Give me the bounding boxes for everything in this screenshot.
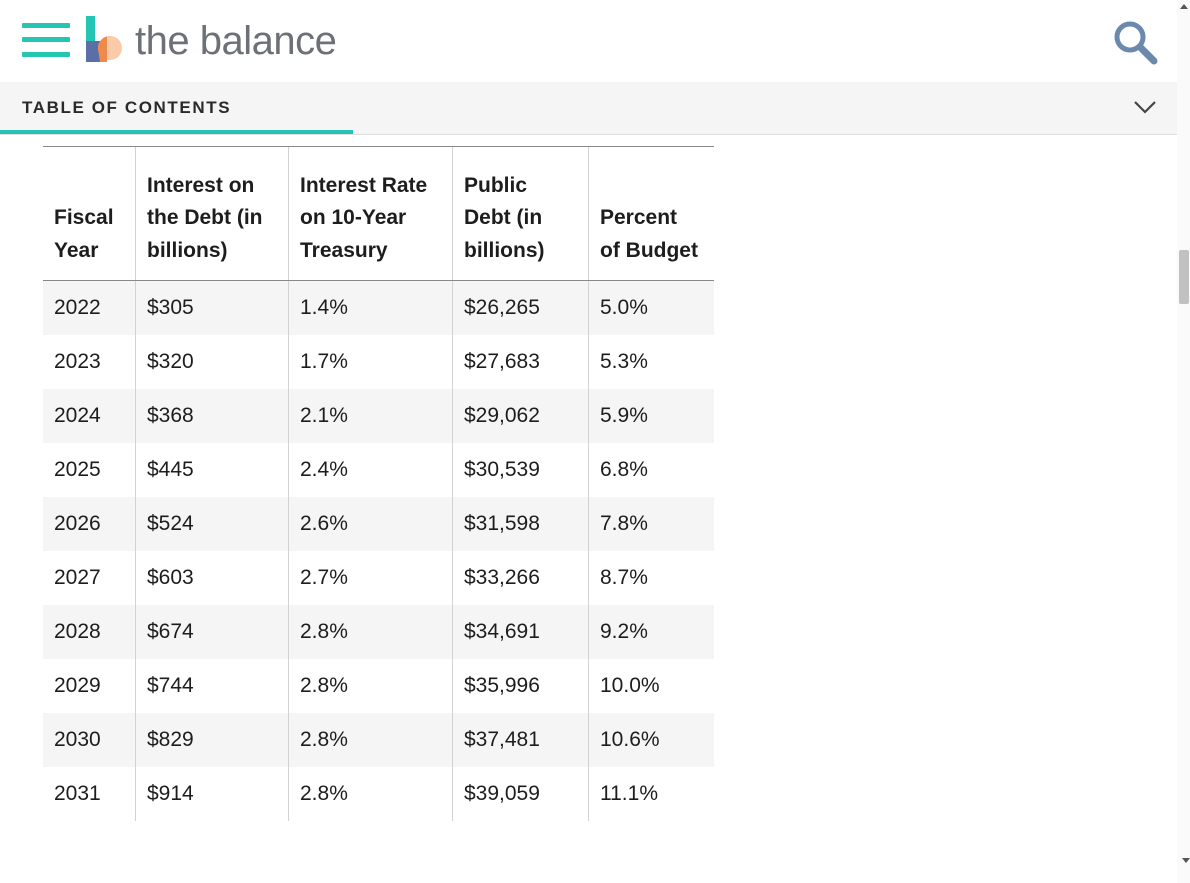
cell-percent: 6.8% [588, 443, 714, 497]
cell-interest: $829 [135, 713, 289, 767]
column-header-interest-rate: Interest Rate on 10-Year Treasury [288, 146, 453, 281]
cell-interest: $305 [135, 280, 289, 335]
column-header-percent-of-budget: Percent of Budget [588, 146, 714, 281]
cell-percent: 5.3% [588, 335, 714, 389]
cell-percent: 9.2% [588, 605, 714, 659]
scrollbar-thumb[interactable] [1179, 250, 1189, 304]
brand-logo[interactable] [84, 15, 124, 65]
cell-interest: $524 [135, 497, 289, 551]
column-header-interest-on-debt: Interest on the Debt (in billions) [135, 146, 289, 281]
debt-interest-table: Fiscal Year Interest on the Debt (in billio… [43, 146, 714, 821]
cell-public-debt: $33,266 [452, 551, 589, 605]
chevron-down-icon[interactable] [1133, 97, 1157, 117]
cell-rate: 2.8% [288, 767, 453, 821]
cell-percent: 5.9% [588, 389, 714, 443]
cell-percent: 8.7% [588, 551, 714, 605]
cell-rate: 2.7% [288, 551, 453, 605]
cell-fiscal-year: 2024 [43, 389, 136, 443]
table-of-contents-toggle[interactable]: TABLE OF CONTENTS [0, 82, 1177, 135]
page-scrollbar[interactable] [1177, 0, 1190, 883]
column-header-public-debt: Public Debt (in billions) [452, 146, 589, 281]
site-header: the balance [0, 0, 1177, 83]
cell-interest: $320 [135, 335, 289, 389]
scroll-up-arrow-icon[interactable] [1180, 4, 1188, 9]
table-row: 2028 $674 2.8% $34,691 9.2% [43, 605, 714, 659]
table-row: 2031 $914 2.8% $39,059 11.1% [43, 767, 714, 821]
brand-wordmark[interactable]: the balance [135, 19, 337, 63]
cell-fiscal-year: 2027 [54, 566, 101, 589]
cell-interest: $603 [135, 551, 289, 605]
column-header-fiscal-year: Fiscal Year [43, 146, 136, 281]
cell-fiscal-year: 2028 [43, 605, 136, 659]
search-icon[interactable] [1111, 18, 1159, 66]
table-row: 2025 $445 2.4% $30,539 6.8% [43, 443, 714, 497]
cell-percent: 10.6% [588, 713, 714, 767]
cell-public-debt: $39,059 [452, 767, 589, 821]
reading-progress-bar [0, 130, 353, 134]
cell-fiscal-year: 2029 [54, 674, 101, 697]
cell-fiscal-year: 2030 [43, 713, 136, 767]
cell-interest: $744 [135, 659, 289, 713]
cell-percent: 10.0% [588, 659, 714, 713]
cell-public-debt: $34,691 [452, 605, 589, 659]
toc-label: TABLE OF CONTENTS [22, 98, 232, 117]
table-row: 2023 $320 1.7% $27,683 5.3% [43, 335, 714, 389]
cell-fiscal-year: 2023 [54, 350, 101, 373]
cell-public-debt: $27,683 [452, 335, 589, 389]
cell-rate: 2.6% [288, 497, 453, 551]
cell-public-debt: $37,481 [452, 713, 589, 767]
cell-public-debt: $30,539 [452, 443, 589, 497]
cell-fiscal-year: 2025 [54, 458, 101, 481]
table-header-row: Fiscal Year Interest on the Debt (in billio… [43, 146, 714, 281]
cell-fiscal-year: 2022 [43, 280, 136, 335]
cell-public-debt: $29,062 [452, 389, 589, 443]
table-row: 2024 $368 2.1% $29,062 5.9% [43, 389, 714, 443]
cell-percent: 11.1% [588, 767, 714, 821]
hamburger-menu-icon[interactable] [22, 20, 70, 60]
scroll-down-arrow-icon[interactable] [1182, 858, 1190, 863]
cell-percent: 5.0% [588, 280, 714, 335]
cell-public-debt: $35,996 [452, 659, 589, 713]
cell-rate: 1.7% [288, 335, 453, 389]
cell-interest: $445 [135, 443, 289, 497]
cell-rate: 2.8% [288, 605, 453, 659]
cell-rate: 2.8% [288, 659, 453, 713]
cell-public-debt: $31,598 [452, 497, 589, 551]
cell-rate: 2.4% [288, 443, 453, 497]
table-row: 2027 $603 2.7% $33,266 8.7% [43, 551, 714, 605]
cell-interest: $914 [135, 767, 289, 821]
table-row: 2030 $829 2.8% $37,481 10.6% [43, 713, 714, 767]
table-row: 2029 $744 2.8% $35,996 10.0% [43, 659, 714, 713]
cell-public-debt: $26,265 [452, 280, 589, 335]
cell-rate: 1.4% [288, 280, 453, 335]
cell-fiscal-year: 2031 [54, 782, 101, 805]
cell-percent: 7.8% [588, 497, 714, 551]
cell-interest: $368 [135, 389, 289, 443]
cell-fiscal-year: 2026 [43, 497, 136, 551]
cell-rate: 2.1% [288, 389, 453, 443]
table-row: 2026 $524 2.6% $31,598 7.8% [43, 497, 714, 551]
cell-rate: 2.8% [288, 713, 453, 767]
table-row: 2022 $305 1.4% $26,265 5.0% [43, 280, 714, 335]
cell-interest: $674 [135, 605, 289, 659]
